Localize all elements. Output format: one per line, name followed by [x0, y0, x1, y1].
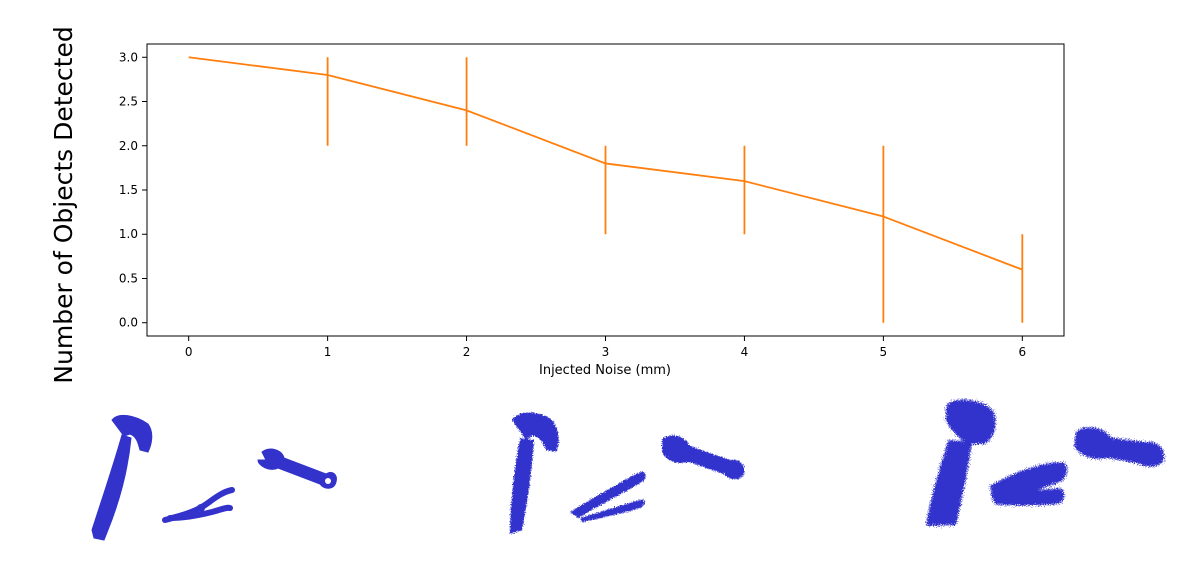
- error-bars: [326, 57, 1024, 323]
- y-tick-label: 0.5: [119, 271, 138, 285]
- y-tick-label: 0.0: [119, 316, 138, 330]
- wrench-icon: [257, 448, 337, 489]
- x-tick-label: 1: [324, 345, 332, 359]
- y-ticks: 0.0 0.5 1.0 1.5 2.0 2.5 3.0: [119, 50, 147, 330]
- tool-panel-high-noise: [926, 399, 1165, 526]
- x-tick-label: 4: [741, 345, 749, 359]
- hammer-icon: [510, 412, 559, 534]
- pliers-icon: [162, 487, 235, 523]
- hammer-icon: [91, 414, 153, 541]
- x-ticks: 0 1 2 3 4 5 6: [185, 336, 1026, 359]
- x-tick-label: 5: [880, 345, 888, 359]
- x-axis-title: Injected Noise (mm): [539, 363, 671, 378]
- x-tick-label: 0: [185, 345, 193, 359]
- pliers-icon: [570, 471, 646, 522]
- x-tick-label: 6: [1018, 345, 1026, 359]
- y-tick-label: 1.5: [119, 183, 138, 197]
- x-tick-label: 3: [602, 345, 610, 359]
- pliers-icon: [990, 462, 1068, 506]
- y-axis-title: Number of Objects Detected: [49, 26, 78, 383]
- tool-panel-medium-noise: [510, 412, 745, 534]
- hammer-icon: [926, 399, 996, 526]
- y-tick-label: 2.0: [119, 139, 138, 153]
- wrench-icon: [1074, 427, 1165, 467]
- y-tick-label: 2.5: [119, 95, 138, 109]
- x-tick-label: 2: [463, 345, 471, 359]
- tool-panel-clean: [91, 414, 337, 541]
- wrench-icon: [662, 435, 745, 480]
- y-tick-label: 1.0: [119, 227, 138, 241]
- series-line: [188, 56, 1023, 271]
- y-tick-label: 3.0: [119, 50, 138, 64]
